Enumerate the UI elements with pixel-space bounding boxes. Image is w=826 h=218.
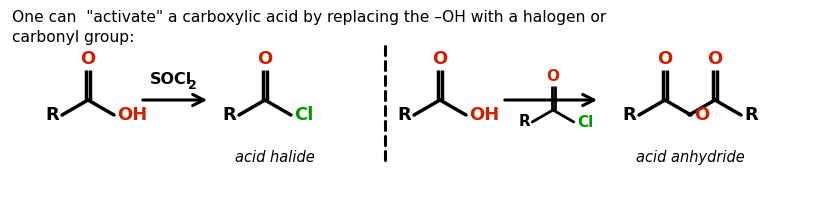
Text: acid anhydride: acid anhydride: [636, 150, 744, 165]
Text: SOCl: SOCl: [150, 72, 192, 87]
Text: R: R: [397, 106, 411, 124]
Text: acid halide: acid halide: [235, 150, 315, 165]
Text: O: O: [258, 50, 273, 68]
Text: R: R: [45, 106, 59, 124]
Text: O: O: [657, 50, 672, 68]
Text: O: O: [80, 50, 96, 68]
Text: Cl: Cl: [294, 106, 313, 124]
Text: O: O: [547, 69, 559, 84]
Text: Cl: Cl: [577, 114, 593, 129]
Text: O: O: [694, 106, 710, 124]
Text: R: R: [519, 114, 530, 129]
Text: 2: 2: [188, 79, 197, 92]
Text: O: O: [707, 50, 723, 68]
Text: R: R: [622, 106, 636, 124]
Text: R: R: [222, 106, 236, 124]
Text: OH: OH: [469, 106, 499, 124]
Text: OH: OH: [117, 106, 147, 124]
Text: O: O: [432, 50, 448, 68]
Text: One can  "activate" a carboxylic acid by replacing the –OH with a halogen or
car: One can "activate" a carboxylic acid by …: [12, 10, 606, 45]
Text: R: R: [744, 106, 757, 124]
